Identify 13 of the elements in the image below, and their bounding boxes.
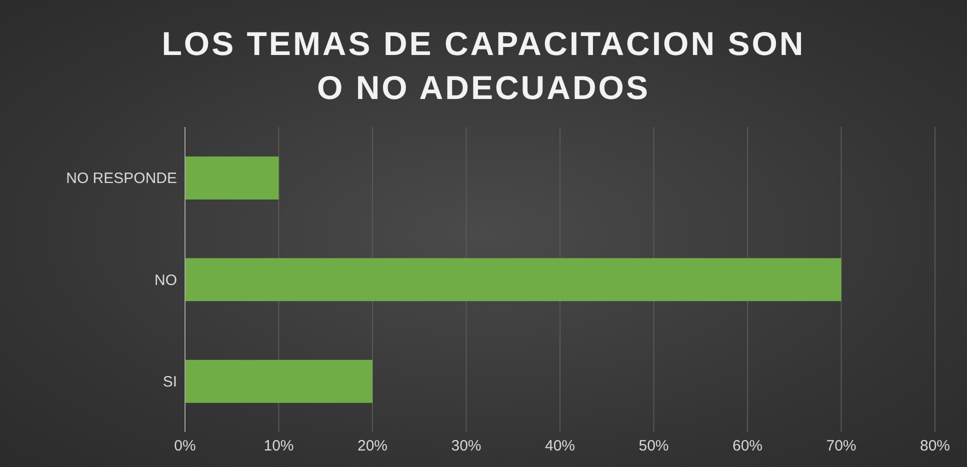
y-tick-label: NO RESPONDE [66, 170, 177, 188]
y-tick-label: SI [162, 373, 177, 390]
x-tick-label: 10% [264, 438, 294, 455]
x-tick-label: 40% [544, 438, 576, 455]
x-tick-label: 0% [174, 438, 196, 455]
x-tick-label: 20% [357, 438, 388, 455]
x-tick-label: 50% [638, 438, 669, 455]
x-tick-label: 80% [920, 438, 950, 455]
x-tick-label: 60% [732, 438, 763, 455]
chart-title: LOS TEMAS DE CAPACITACION SON O NO ADECUADOS [160, 24, 806, 108]
x-tick-label: 30% [451, 438, 482, 455]
y-tick-label: NO [154, 272, 177, 289]
x-tick-label: 70% [826, 438, 856, 455]
